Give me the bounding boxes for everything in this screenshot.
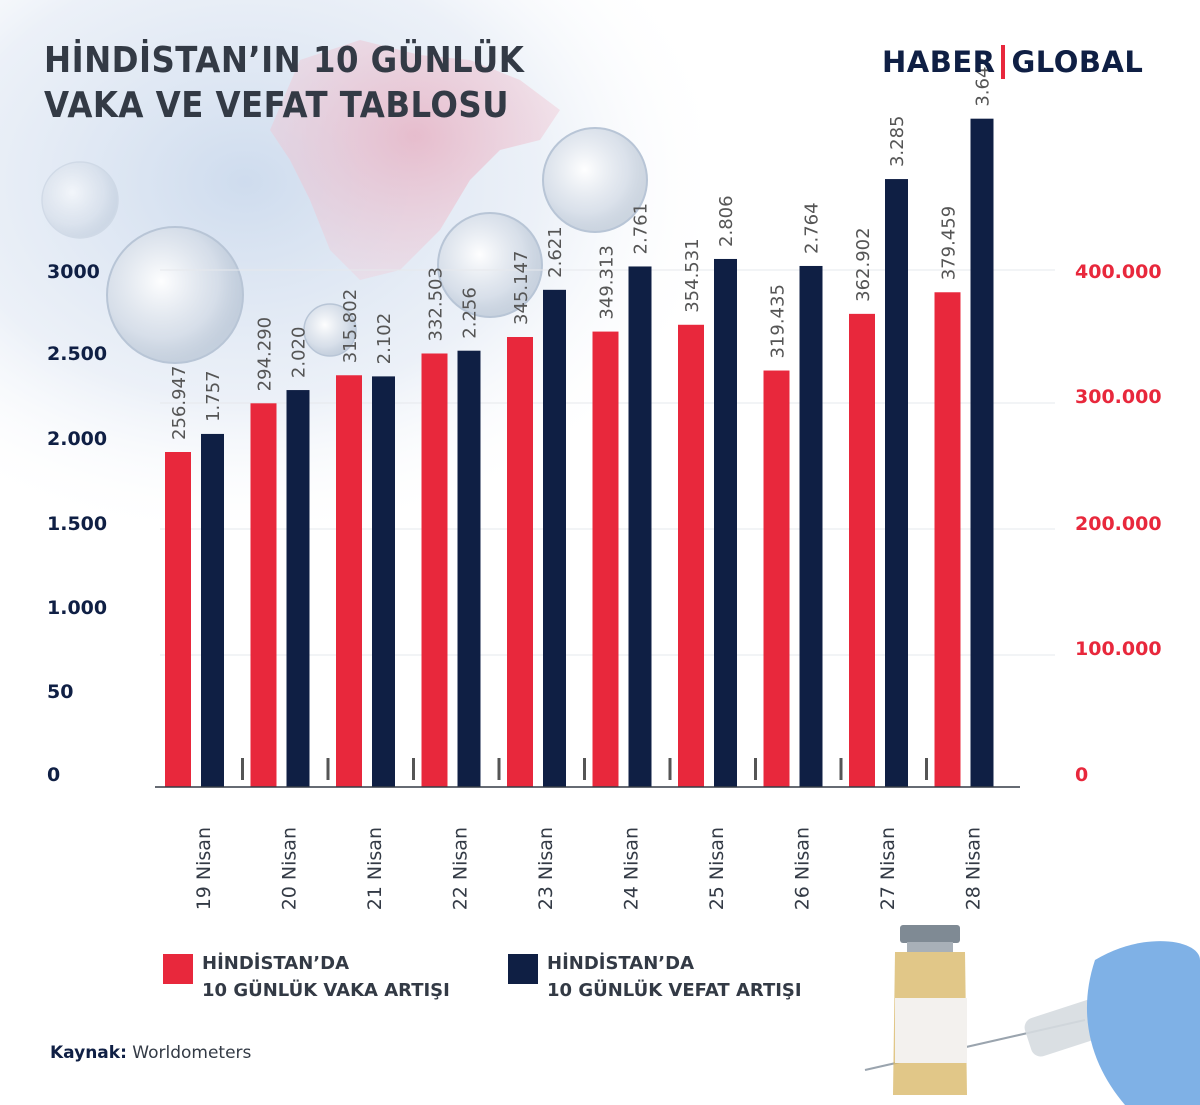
group-separator [412, 758, 415, 780]
bar-cases [250, 403, 277, 787]
title-line-1: HİNDİSTAN’IN 10 GÜNLÜK [44, 40, 525, 81]
data-label-cases: 315.802 [340, 289, 361, 363]
group-separator [668, 758, 672, 780]
legend-deaths-line-1: HİNDİSTAN’DA [547, 953, 695, 974]
legend-deaths-line-2: 10 GÜNLÜK VEFAT ARTIŞI [547, 980, 802, 1001]
group-separator [839, 758, 843, 780]
group-separator [925, 758, 928, 780]
legend-label-cases: HİNDİSTAN’DA 10 GÜNLÜK VAKA ARTIŞI [202, 950, 450, 1004]
chart-title: HİNDİSTAN’IN 10 GÜNLÜK VAKA VE VEFAT TAB… [44, 38, 524, 128]
legend-swatch-deaths [508, 954, 538, 984]
x-axis-category-label: 19 Nisan [193, 827, 215, 910]
bar-deaths [885, 179, 908, 787]
data-label-cases: 294.290 [255, 317, 276, 391]
left-axis-tick-label: 3000 [47, 261, 100, 283]
data-label-deaths: 2.806 [716, 195, 737, 247]
data-label-cases: 349.313 [597, 245, 618, 319]
bar-deaths [799, 265, 823, 787]
left-axis-tick-label: 2.000 [47, 428, 107, 450]
brand-logo-divider [1001, 45, 1006, 79]
left-axis-tick-label: 50 [47, 681, 73, 703]
data-label-deaths: 2.102 [374, 313, 395, 365]
legend-swatch-cases [163, 954, 193, 984]
data-label-deaths: 2.761 [631, 203, 652, 255]
data-label-cases: 319.435 [768, 284, 789, 358]
right-axis-tick-label: 100.000 [1075, 638, 1162, 660]
bar-cases [165, 452, 191, 787]
bar-cases [336, 375, 362, 787]
data-label-deaths: 1.757 [203, 370, 224, 422]
left-axis-tick-label: 1.500 [47, 513, 107, 535]
title-line-2: VAKA VE VEFAT TABLOSU [44, 85, 509, 126]
data-label-cases: 379.459 [939, 206, 960, 280]
legend-label-deaths: HİNDİSTAN’DA 10 GÜNLÜK VEFAT ARTIŞI [547, 950, 802, 1004]
bar-cases [763, 370, 790, 787]
bar-cases [421, 353, 448, 787]
x-axis-category-label: 25 Nisan [706, 827, 728, 910]
legend-cases-line-1: HİNDİSTAN’DA [202, 953, 350, 974]
group-separator [241, 758, 244, 780]
data-label-deaths: 2.256 [460, 287, 481, 339]
group-separator [754, 758, 757, 780]
vaccine-vial-illustration [864, 925, 1200, 1105]
vial-label [895, 998, 967, 1063]
vial-cap-icon [900, 925, 960, 943]
data-label-deaths: 3.647 [973, 55, 994, 107]
x-axis-category-label: 23 Nisan [535, 827, 557, 910]
source-note: Kaynak: Worldometers [50, 1043, 251, 1063]
bar-deaths [970, 118, 994, 787]
right-axis-tick-label: 0 [1075, 764, 1088, 786]
x-axis-category-label: 26 Nisan [792, 827, 814, 910]
right-axis-tick-label: 400.000 [1075, 261, 1162, 283]
bar-deaths [201, 433, 224, 787]
group-separator [497, 758, 501, 780]
bar-cases [507, 337, 533, 787]
data-label-deaths: 2.020 [289, 327, 310, 379]
data-label-deaths: 2.621 [545, 226, 566, 278]
axes: 0 50 1.000 1.500 2.000 2.500 3000 0 100.000 200.0… [47, 261, 1162, 910]
bar-deaths [543, 289, 566, 787]
bar-deaths [372, 376, 395, 787]
bar-deaths [628, 266, 652, 787]
brand-logo-left: HABER [882, 45, 996, 79]
data-label-cases: 354.531 [682, 238, 703, 312]
x-axis-category-label: 20 Nisan [279, 827, 301, 910]
group-separator [583, 758, 586, 780]
x-axis-category-label: 22 Nisan [450, 827, 472, 910]
bars [165, 118, 994, 787]
data-label-cases: 345.147 [511, 251, 532, 325]
bar-cases [678, 324, 704, 787]
bar-deaths [457, 350, 481, 787]
legend-cases-line-2: 10 GÜNLÜK VAKA ARTIŞI [202, 980, 450, 1001]
x-axis-category-label: 27 Nisan [877, 827, 899, 910]
bar-deaths [286, 390, 310, 787]
data-label-cases: 256.947 [169, 366, 190, 440]
right-axis-tick-label: 300.000 [1075, 386, 1162, 408]
data-labels: 256.947 1.757 294.290 2.020 315.802 2.102 332.… [169, 55, 994, 440]
left-axis-tick-label: 0 [47, 764, 60, 786]
data-label-cases: 362.902 [853, 227, 874, 301]
source-value: Worldometers [132, 1043, 252, 1063]
right-axis-tick-label: 200.000 [1075, 513, 1162, 535]
x-axis-category-label: 21 Nisan [364, 827, 386, 910]
bar-cases [849, 313, 875, 787]
left-axis-tick-label: 1.000 [47, 597, 107, 619]
bar-cases [934, 292, 961, 787]
data-label-deaths: 3.285 [887, 116, 908, 168]
group-separator [326, 758, 330, 780]
left-axis-tick-label: 2.500 [47, 343, 107, 365]
data-label-deaths: 2.764 [802, 202, 823, 254]
data-label-cases: 332.503 [426, 267, 447, 341]
brand-logo-right: GLOBAL [1011, 45, 1144, 79]
glove-hand-icon [1086, 941, 1200, 1105]
brand-logo: HABER GLOBAL [882, 44, 1143, 80]
source-label: Kaynak: [50, 1043, 127, 1063]
bar-deaths [714, 258, 737, 787]
x-axis-category-label: 24 Nisan [621, 827, 643, 910]
bar-cases [592, 331, 619, 787]
x-axis-category-label: 28 Nisan [963, 827, 985, 910]
